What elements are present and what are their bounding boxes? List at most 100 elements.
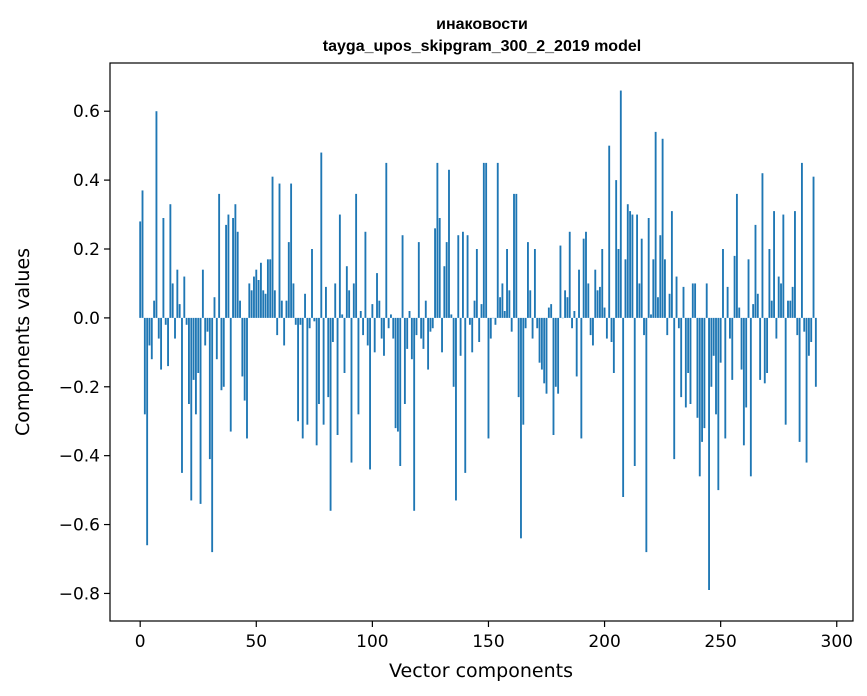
bar-260 [742,317,745,446]
bar-138 [459,317,462,356]
bar-254 [729,317,731,339]
bar-287 [805,317,808,463]
bar-123 [424,300,427,318]
bar-159 [508,290,511,318]
bar-150 [487,317,490,439]
bar-112 [399,317,402,466]
bar-43 [239,300,241,318]
bar-247 [712,317,715,356]
bar-89 [345,266,348,318]
bar-205 [615,180,618,318]
bar-244 [705,283,708,318]
bar-270 [766,317,769,373]
bar-158 [506,249,508,318]
bar-47 [248,283,251,318]
bar-124 [427,317,430,370]
bar-56 [269,259,272,318]
x-axis-ticks: 0 50 100 150 200 250 300 [135,621,853,652]
bar-246 [710,317,713,387]
bar-176 [547,307,550,318]
bar-41 [234,204,237,318]
bar-164 [520,317,522,539]
bar-236 [687,317,690,373]
bar-130 [441,317,443,353]
bar-40 [232,218,234,318]
y-axis-label: Components values [12,248,34,436]
bar-44 [241,317,244,377]
y-tick-label: −0.6 [59,516,100,536]
bar-46 [246,317,248,439]
bar-135 [452,317,455,387]
bar-195 [592,317,594,346]
bar-105 [383,317,385,356]
bar-257 [735,193,738,318]
bar-255 [731,317,734,380]
bar-219 [647,218,650,318]
bar-1 [141,190,144,318]
bar-261 [745,317,748,408]
bar-134 [450,314,453,318]
bar-57 [271,176,274,318]
bar-284 [798,317,801,442]
bar-232 [677,317,680,329]
bar-154 [496,162,499,318]
bar-127 [434,228,436,318]
bar-185 [568,231,571,318]
bar-172 [538,317,541,363]
bar-11 [164,317,167,325]
bar-128 [436,162,439,318]
bar-224 [659,235,662,318]
bar-253 [726,286,729,318]
x-tick-label: 0 [135,632,146,652]
bar-196 [594,269,597,318]
bar-83 [331,317,334,342]
bar-249 [717,317,720,491]
bar-117 [410,317,413,360]
bar-178 [552,317,555,435]
bar-88 [343,317,346,373]
bar-163 [517,317,520,398]
bar-81 [327,317,330,398]
bar-170 [533,249,536,318]
bar-92 [352,283,355,318]
bar-59 [276,317,279,336]
bar-259 [740,317,743,370]
bar-151 [489,317,492,339]
bar-149 [485,162,488,318]
bar-273 [773,211,775,318]
bar-269 [763,317,766,384]
bar-25 [197,317,200,373]
bar-107 [387,317,390,329]
bar-239 [694,283,697,318]
bar-264 [752,304,755,318]
bar-64 [287,242,290,318]
bar-114 [403,317,406,404]
bar-14 [171,283,174,318]
bar-227 [666,317,669,336]
bar-69 [299,317,302,325]
bar-226 [664,259,666,318]
bar-86 [338,214,341,318]
bar-99 [369,317,371,470]
bar-101 [373,317,376,353]
bar-68 [297,317,299,422]
bar-203 [610,317,613,342]
bar-84 [334,283,337,318]
bar-115 [406,317,409,349]
bar-75 [313,317,316,322]
bar-3 [146,317,149,546]
bar-285 [800,162,803,318]
bar-53 [262,290,265,318]
y-tick-label: −0.4 [59,447,100,467]
bar-169 [531,317,534,339]
bar-54 [264,293,267,318]
bar-207 [619,90,622,318]
bar-234 [682,286,685,318]
bar-129 [438,218,441,318]
bar-15 [174,317,176,339]
bar-190 [580,317,583,439]
bar-78 [320,152,323,318]
bar-4 [148,317,151,346]
bar-209 [624,259,627,318]
y-tick-label: −0.2 [59,378,100,398]
